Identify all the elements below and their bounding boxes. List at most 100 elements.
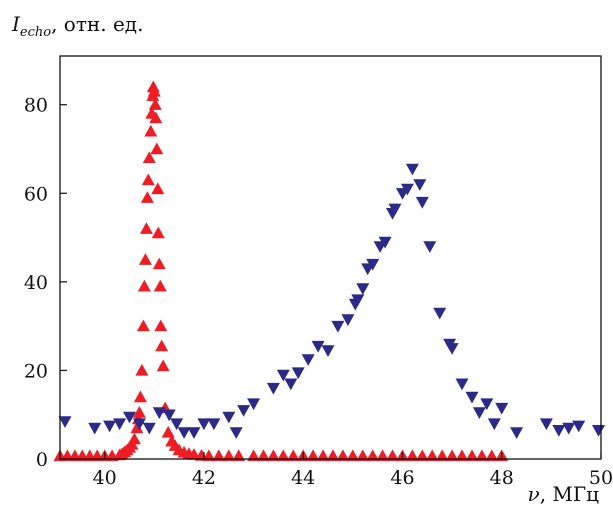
- data-point: [284, 378, 298, 391]
- data-point: [487, 418, 501, 431]
- data-point: [141, 173, 155, 186]
- data-point: [405, 449, 419, 462]
- data-point: [405, 163, 419, 176]
- data-point: [306, 449, 320, 462]
- data-point: [552, 425, 566, 437]
- x-tick-label: 46: [390, 467, 414, 489]
- data-point: [485, 449, 499, 462]
- data-point: [222, 411, 236, 424]
- data-point: [142, 422, 156, 435]
- data-point: [133, 390, 147, 403]
- data-point: [286, 449, 300, 462]
- data-point: [153, 279, 167, 292]
- data-point: [425, 449, 439, 462]
- data-point: [103, 420, 117, 433]
- data-point: [229, 427, 243, 439]
- data-point: [161, 425, 175, 438]
- data-point: [539, 418, 553, 431]
- data-point: [232, 449, 246, 462]
- data-point: [197, 418, 211, 431]
- data-point: [123, 411, 136, 424]
- chart-axes: 40 42 44 46 48 50 0 20 40 60 80: [24, 95, 613, 489]
- data-point: [480, 398, 494, 411]
- data-point: [276, 369, 290, 382]
- data-point: [291, 367, 305, 380]
- data-point: [152, 407, 166, 419]
- data-point: [433, 307, 447, 320]
- x-axis-label: ν, МГц: [528, 482, 599, 506]
- data-point: [386, 449, 399, 462]
- data-point: [142, 151, 156, 164]
- data-point: [113, 418, 127, 431]
- data-point: [326, 449, 340, 462]
- y-axis-label: Iecho, отн. ед.: [12, 12, 143, 40]
- data-point: [149, 111, 163, 124]
- data-point: [136, 319, 150, 332]
- data-point: [130, 421, 144, 434]
- x-tick-label: 48: [490, 467, 514, 489]
- data-point: [465, 449, 479, 462]
- data-point: [276, 449, 290, 462]
- data-point: [572, 420, 586, 433]
- data-point: [413, 179, 427, 191]
- data-point: [400, 183, 414, 196]
- x-tick-label: 44: [291, 467, 315, 489]
- data-point: [212, 449, 226, 462]
- series-2: [58, 163, 605, 439]
- data-point: [562, 422, 576, 435]
- data-point: [257, 449, 270, 462]
- data-point: [592, 425, 605, 437]
- x-axis-unit: , МГц: [539, 482, 599, 506]
- data-point: [237, 405, 251, 417]
- y-tick-label: 0: [36, 449, 48, 471]
- data-point: [423, 241, 437, 253]
- data-point: [137, 279, 151, 292]
- data-point: [156, 359, 170, 372]
- data-point: [177, 427, 191, 439]
- data-point: [301, 354, 315, 366]
- data-point: [138, 253, 152, 265]
- y-axis-symbol: I: [12, 12, 20, 36]
- data-point: [88, 422, 102, 435]
- data-point: [58, 416, 72, 428]
- y-tick-label: 40: [24, 272, 48, 294]
- data-point: [152, 257, 166, 270]
- data-point: [455, 378, 469, 391]
- x-tick-label: 40: [93, 467, 117, 489]
- data-point: [378, 236, 392, 249]
- data-point: [154, 319, 168, 332]
- data-point: [207, 418, 221, 431]
- data-point: [415, 449, 429, 462]
- data-point: [341, 314, 355, 326]
- data-point: [247, 398, 261, 411]
- data-point: [140, 191, 154, 203]
- data-point: [366, 449, 380, 462]
- data-point: [311, 340, 325, 353]
- data-point: [155, 339, 169, 352]
- data-point: [132, 418, 146, 431]
- data-point: [135, 363, 149, 376]
- data-point: [144, 124, 158, 137]
- data-point: [356, 283, 370, 295]
- chart-marks: [53, 80, 605, 462]
- series-1: [53, 80, 509, 462]
- data-point: [331, 320, 345, 333]
- data-point: [247, 449, 261, 462]
- y-tick-label: 80: [24, 95, 48, 117]
- data-point: [127, 432, 141, 445]
- data-point: [151, 226, 165, 239]
- data-point: [150, 142, 164, 155]
- data-point: [266, 449, 280, 462]
- data-point: [139, 222, 153, 234]
- data-point: [222, 449, 236, 462]
- y-tick-label: 20: [24, 360, 48, 382]
- y-tick-label: 60: [24, 183, 48, 205]
- data-point: [510, 427, 524, 439]
- data-point: [151, 182, 165, 195]
- data-point: [366, 258, 380, 271]
- data-point: [445, 343, 459, 355]
- x-axis-symbol: ν: [527, 482, 540, 506]
- data-point: [415, 196, 429, 209]
- data-point: [202, 449, 216, 462]
- data-point: [475, 449, 489, 462]
